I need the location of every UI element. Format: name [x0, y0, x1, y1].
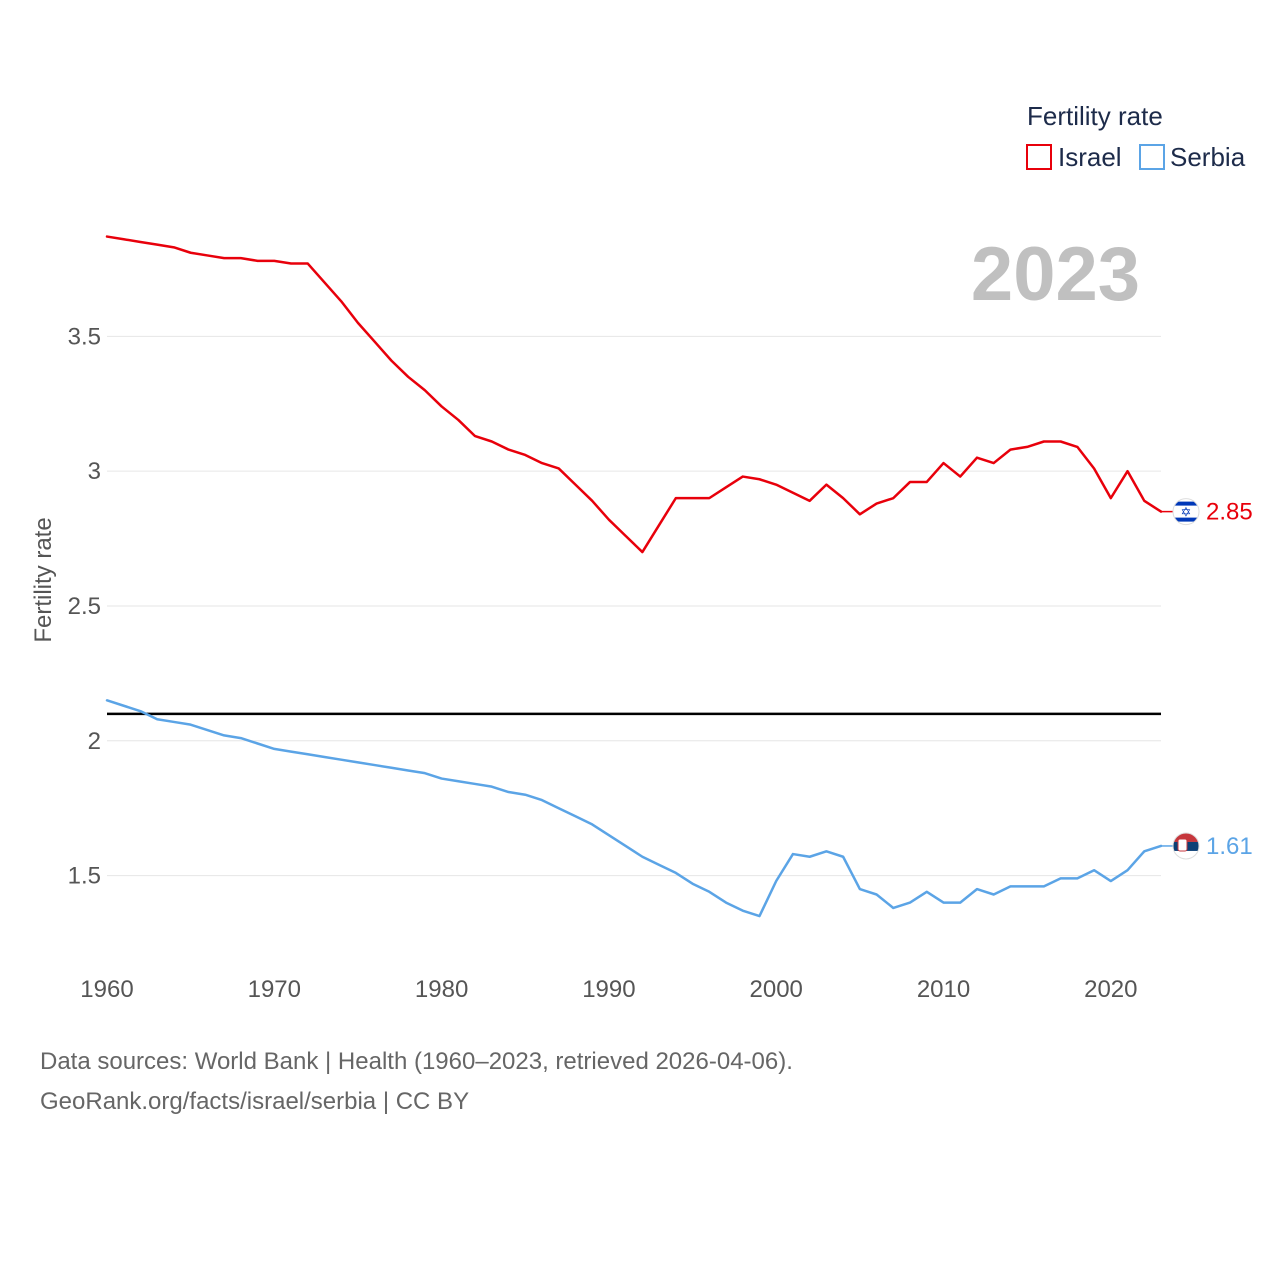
gridlines [107, 335, 1161, 877]
series-line-serbia[interactable] [105, 699, 1163, 918]
series-line-israel[interactable] [105, 235, 1163, 554]
israel-flag-icon: ✡ [1173, 498, 1199, 525]
legend-label-serbia: Serbia [1170, 142, 1246, 172]
x-tick-label: 2010 [917, 976, 970, 1003]
x-tick-label: 2000 [750, 976, 803, 1003]
svg-text:✡: ✡ [1181, 506, 1192, 521]
serbia-flag-icon [1173, 832, 1199, 859]
end-marker-serbia: 1.61 [1161, 832, 1253, 860]
legend: Fertility rate Israel Serbia [1026, 101, 1246, 172]
x-axis-ticks: 1960 1970 1980 1990 2000 2010 2020 [80, 976, 1137, 1003]
y-tick-label: 2.5 [68, 593, 101, 620]
end-marker-israel: ✡ 2.85 [1161, 498, 1253, 526]
y-tick-label: 3 [88, 458, 101, 485]
source-line: Data sources: World Bank | Health (1960–… [40, 1048, 793, 1075]
series-lines [105, 235, 1163, 918]
end-value-label-serbia: 1.61 [1206, 833, 1253, 860]
y-axis-label: Fertility rate [30, 517, 57, 642]
x-tick-label: 1990 [582, 976, 635, 1003]
end-value-label-israel: 2.85 [1206, 499, 1253, 526]
current-year-label: 2023 [971, 232, 1140, 317]
series-end-markers: ✡ 2.85 1.61 [1161, 498, 1253, 860]
x-tick-label: 1970 [248, 976, 301, 1003]
y-tick-label: 3.5 [68, 323, 101, 350]
x-tick-label: 2020 [1084, 976, 1137, 1003]
data-source-note: Data sources: World Bank | Health (1960–… [40, 1042, 793, 1122]
x-tick-label: 1960 [80, 976, 133, 1003]
y-tick-label: 1.5 [68, 863, 101, 890]
legend-swatch-israel [1026, 144, 1052, 170]
legend-item-israel[interactable]: Israel [1026, 142, 1122, 172]
legend-label-israel: Israel [1058, 142, 1122, 172]
legend-swatch-serbia [1139, 144, 1165, 170]
y-tick-label: 2 [88, 728, 101, 755]
y-axis-ticks: 1.5 2 2.5 3 3.5 [68, 323, 101, 889]
legend-title: Fertility rate [1027, 101, 1163, 131]
credit-line[interactable]: GeoRank.org/facts/israel/serbia | CC BY [40, 1088, 470, 1115]
x-tick-label: 1980 [415, 976, 468, 1003]
legend-item-serbia[interactable]: Serbia [1139, 142, 1246, 172]
